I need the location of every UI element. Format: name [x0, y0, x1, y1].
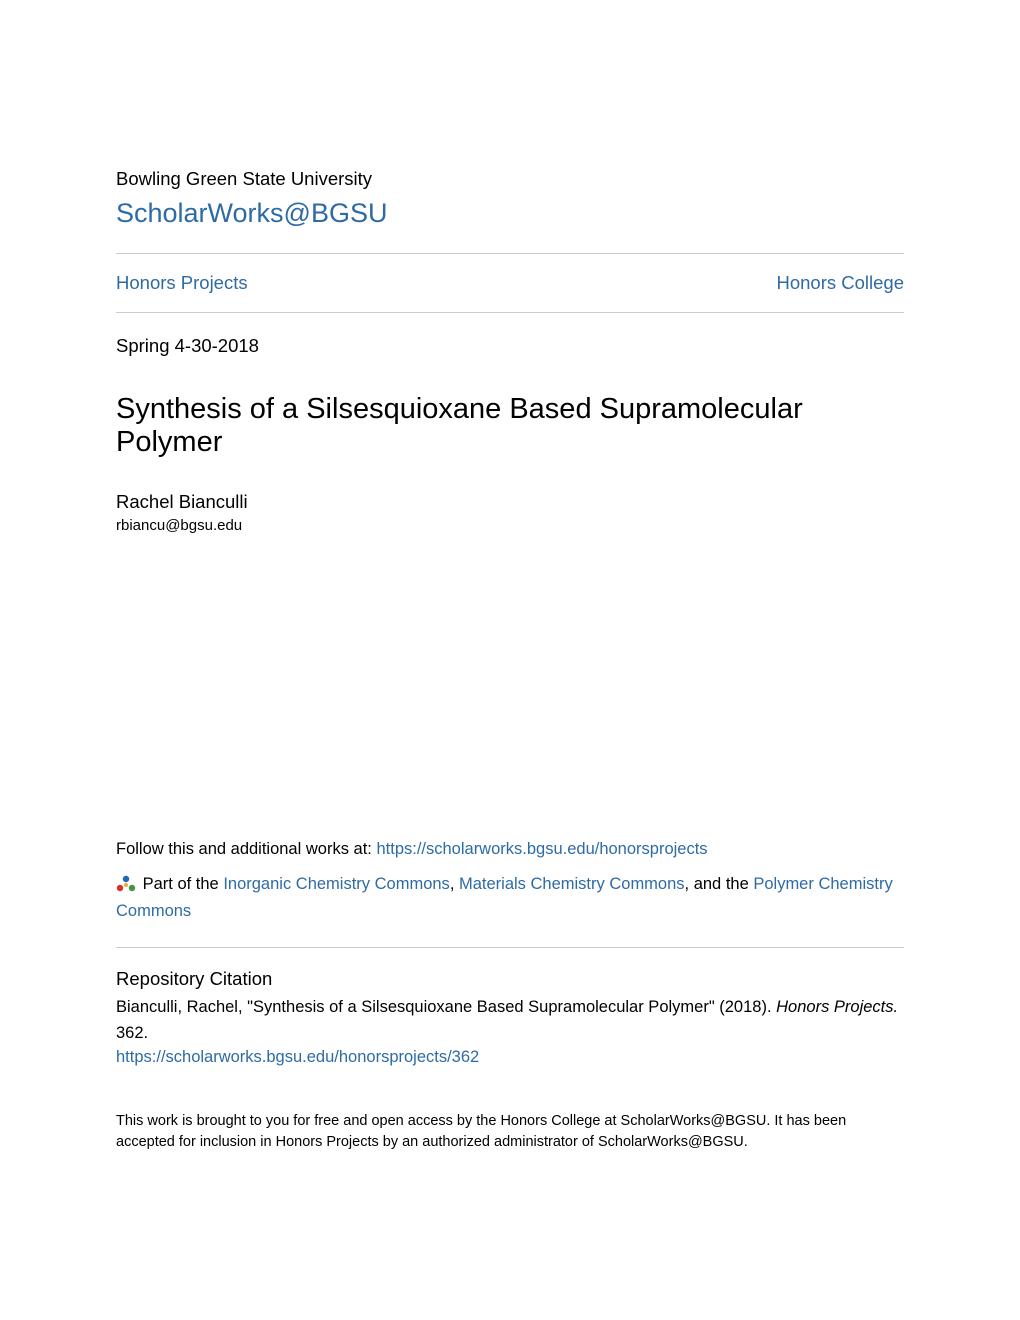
author-name: Rachel Bianculli	[116, 491, 904, 513]
separator: ,	[450, 875, 459, 893]
publication-date: Spring 4-30-2018	[116, 335, 904, 357]
citation-heading: Repository Citation	[116, 968, 904, 990]
citation-italic: Honors Projects.	[776, 998, 898, 1016]
citation-number: 362.	[116, 1022, 904, 1046]
citation-url-link[interactable]: https://scholarworks.bgsu.edu/honorsproj…	[116, 1048, 479, 1066]
university-name: Bowling Green State University	[116, 168, 904, 190]
follow-works-text: Follow this and additional works at: htt…	[116, 840, 904, 859]
commons-link-1[interactable]: Inorganic Chemistry Commons	[223, 875, 450, 893]
author-email: rbiancu@bgsu.edu	[116, 517, 904, 534]
follow-url-link[interactable]: https://scholarworks.bgsu.edu/honorsproj…	[376, 840, 707, 858]
breadcrumb-nav: Honors Projects Honors College	[116, 254, 904, 312]
page-header: Bowling Green State University ScholarWo…	[116, 168, 904, 313]
repository-link[interactable]: ScholarWorks@BGSU	[116, 198, 387, 229]
part-of-prefix: Part of the	[143, 875, 224, 893]
page-title: Synthesis of a Silsesquioxane Based Supr…	[116, 393, 904, 459]
nav-right-link[interactable]: Honors College	[776, 272, 904, 294]
citation-text: Bianculli, Rachel, "Synthesis of a Silse…	[116, 996, 904, 1020]
citation-section: Repository Citation Bianculli, Rachel, "…	[116, 968, 904, 1067]
commons-link-2[interactable]: Materials Chemistry Commons	[459, 875, 685, 893]
divider	[116, 947, 904, 948]
separator: , and the	[685, 875, 754, 893]
divider	[116, 312, 904, 313]
footer-section: Follow this and additional works at: htt…	[116, 840, 904, 1153]
follow-prefix: Follow this and additional works at:	[116, 840, 376, 858]
commons-network-icon	[116, 875, 136, 895]
nav-left-link[interactable]: Honors Projects	[116, 272, 248, 294]
access-disclaimer: This work is brought to you for free and…	[116, 1111, 904, 1153]
part-of-commons: Part of the Inorganic Chemistry Commons,…	[116, 871, 904, 925]
citation-pre: Bianculli, Rachel, "Synthesis of a Silse…	[116, 998, 776, 1016]
